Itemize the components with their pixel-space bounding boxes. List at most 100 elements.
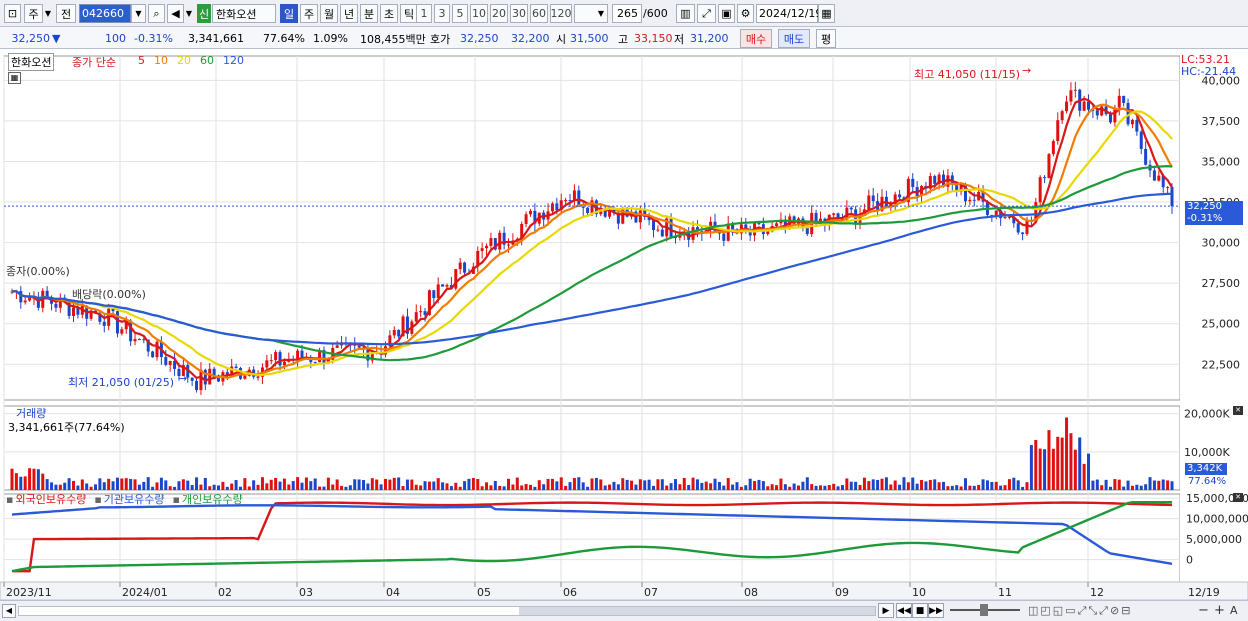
volume-bar [265, 483, 269, 490]
candle-body [748, 230, 752, 236]
scroll-left-icon[interactable]: ◀ [2, 604, 16, 618]
stop-icon[interactable]: ■ [912, 603, 928, 618]
volume-bar [731, 484, 735, 490]
candle-body [476, 251, 480, 267]
candle-body [1038, 177, 1042, 203]
interval-button[interactable]: 60 [530, 4, 548, 23]
buy-button[interactable]: 매수 [740, 29, 772, 48]
scrollbar-track[interactable] [18, 606, 876, 616]
chart-canvas[interactable]: 40,00037,50035,00032,50030,00027,50025,0… [0, 50, 1248, 600]
volume-bar [753, 481, 757, 490]
volume-panel [3, 405, 1181, 491]
candle-body [832, 213, 836, 215]
volume-bar [146, 477, 150, 490]
interval-button[interactable]: 3 [434, 4, 450, 23]
forward-icon[interactable]: ▶▶ [928, 603, 944, 618]
x-tick-label: 12 [1090, 586, 1104, 599]
candle-body [867, 195, 871, 210]
chevron-down-icon[interactable]: ▼ [597, 9, 605, 18]
x-tick-label: 11 [998, 586, 1012, 599]
rewind-icon[interactable]: ◀◀ [896, 603, 912, 618]
period-button[interactable]: 년 [340, 4, 358, 23]
close-icon[interactable]: ✕ [1233, 493, 1243, 502]
interval-button[interactable]: 30 [510, 4, 528, 23]
calendar-icon[interactable]: ▦ [818, 4, 835, 23]
grid-icon[interactable]: ▦ [8, 72, 21, 84]
candle-body [528, 210, 532, 215]
candle-type-icon[interactable]: ▥ [676, 4, 695, 23]
candle-body [164, 357, 168, 365]
period-button[interactable]: 월 [320, 4, 338, 23]
interval-button[interactable]: 1 [416, 4, 432, 23]
max-price-note: 최고 41,050 (11/15) [914, 68, 1021, 81]
chevron-down-icon[interactable]: ▼ [44, 9, 52, 18]
font-size-icon[interactable]: A [1230, 604, 1238, 617]
volume-bar [313, 478, 317, 490]
stock-code-input[interactable]: 042660 [79, 4, 131, 23]
save-icon[interactable]: ▣ [718, 4, 735, 23]
period-button[interactable]: 틱 [400, 4, 418, 23]
volume-last-label: 3,342K [1185, 463, 1227, 475]
zoom-in-icon[interactable]: + [1214, 603, 1225, 618]
x-tick-label: 06 [563, 586, 577, 599]
date-input[interactable]: 2024/12/19 [756, 4, 822, 23]
zoom-out-icon[interactable]: − [1198, 603, 1209, 618]
market-type-select[interactable]: 주 [24, 4, 43, 23]
volume-bar [594, 477, 598, 490]
volume-bar [63, 482, 67, 490]
volume-bar [1051, 448, 1055, 490]
candle-body [1126, 102, 1130, 125]
volume-bar [1139, 485, 1143, 490]
interval-custom-input[interactable] [574, 4, 608, 23]
candle-body [1007, 216, 1011, 218]
interval-button[interactable]: 120 [550, 4, 572, 23]
stock-name-field[interactable]: 한화오션 [212, 4, 276, 23]
volume-bar [41, 473, 45, 490]
compare-button[interactable]: 전 [56, 4, 76, 23]
volume-bar [836, 486, 840, 490]
volume-bar [335, 479, 339, 490]
speaker-icon[interactable]: ◀ [167, 4, 184, 23]
scroll-right-icon[interactable]: ▶ [878, 603, 894, 618]
candle-body [445, 285, 449, 287]
drawing-tools[interactable]: ◫◰◱▭⤢⤡⤢⊘⊟ [1028, 604, 1133, 617]
candle-body [1043, 177, 1047, 179]
volume-bar [902, 477, 906, 490]
window-icon[interactable]: ⊡ [4, 4, 21, 23]
volume-bar [177, 481, 181, 490]
candle-body [423, 311, 427, 315]
period-button[interactable]: 일 [280, 4, 298, 23]
gear-icon[interactable]: ⚙ [737, 4, 754, 23]
volume-bar [164, 480, 168, 490]
chevron-down-icon[interactable]: ▼ [131, 4, 146, 23]
volume-bar [805, 477, 809, 490]
candle-body [1113, 107, 1117, 123]
chart-stock-name[interactable]: 한화오션 [8, 53, 55, 71]
scrollbar-thumb[interactable] [519, 607, 875, 615]
chevron-down-icon[interactable]: ▼ [185, 9, 193, 18]
period-button[interactable]: 초 [380, 4, 398, 23]
candle-body [1117, 95, 1121, 108]
interval-button[interactable]: 10 [470, 4, 488, 23]
volume-bar [893, 480, 897, 490]
holding-legend-item: 개인보유수량 [181, 493, 243, 506]
interval-button[interactable]: 20 [490, 4, 508, 23]
candle-body [405, 316, 409, 334]
sell-button[interactable]: 매도 [778, 29, 810, 48]
period-button[interactable]: 주 [300, 4, 318, 23]
close-icon[interactable]: ✕ [1233, 406, 1243, 415]
candle-body [217, 377, 221, 382]
period-button[interactable]: 분 [360, 4, 378, 23]
candle-body [173, 360, 177, 369]
search-icon[interactable]: ⌕ [148, 4, 165, 23]
average-button[interactable]: 평 [816, 29, 836, 48]
volume-bar [76, 485, 80, 490]
last-price-label: 32,250 [1185, 201, 1243, 213]
volume-bar [823, 485, 827, 490]
candle-body [946, 175, 950, 187]
candle-body [906, 178, 910, 203]
data-count-input[interactable]: 265 [612, 4, 642, 23]
indicator-icon[interactable]: ⤢ [697, 4, 716, 23]
zoom-slider-handle[interactable] [980, 604, 988, 616]
interval-button[interactable]: 5 [452, 4, 468, 23]
